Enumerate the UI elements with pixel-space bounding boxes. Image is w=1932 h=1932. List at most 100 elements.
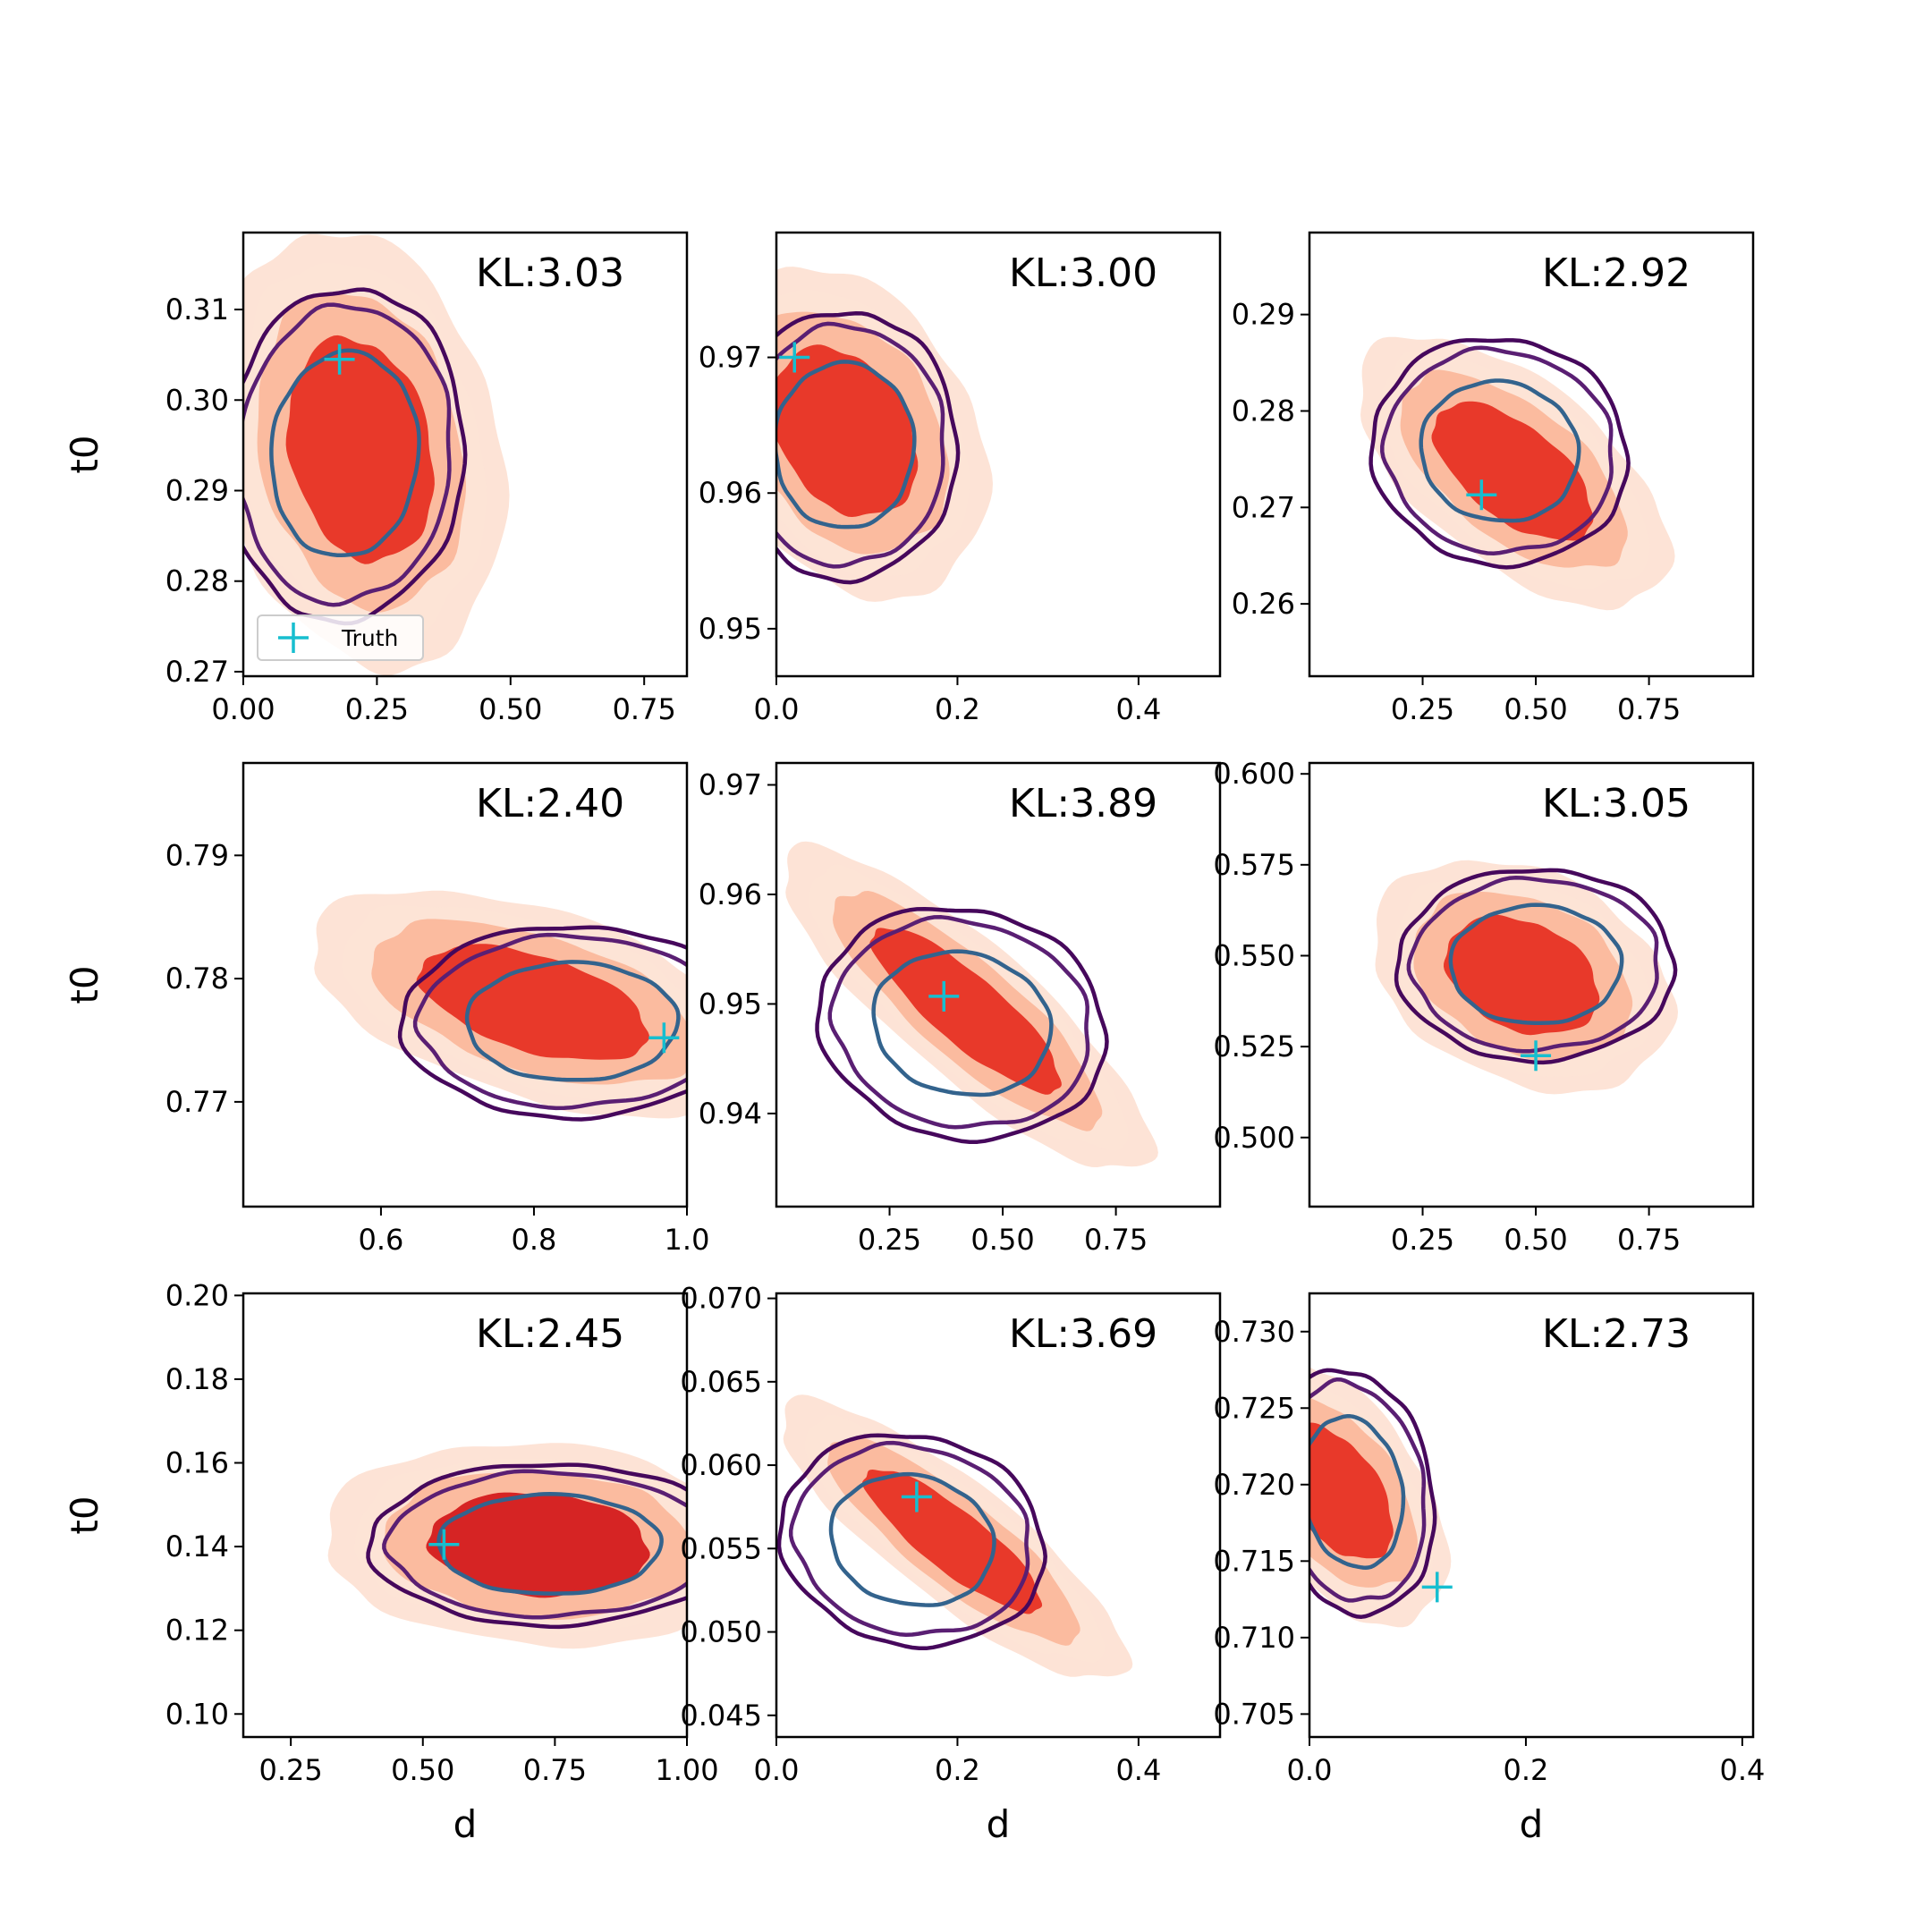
panel-1: 0.00 0.25 0.50 0.75 0.27 0.28 0.29 0.30 0.31 KL:3… xyxy=(63,231,689,726)
y-tick-label: 0.96 xyxy=(699,877,762,911)
kl-annotation: KL:3.00 xyxy=(1009,250,1157,296)
contour-line-inner xyxy=(871,949,1054,1097)
axes-frame xyxy=(242,1292,689,1739)
contour-line-inner xyxy=(828,1471,996,1607)
axes-frame xyxy=(775,231,1222,678)
x-tick-label: 0.50 xyxy=(970,1223,1034,1257)
panel-4: 0.6 0.8 1.0 0.77 0.78 0.79 KL:2.40 t0 xyxy=(63,761,710,1257)
y-tick-label: 0.27 xyxy=(1232,490,1295,524)
contour-line-inner xyxy=(1309,1413,1406,1570)
contour-line-outer xyxy=(776,310,961,585)
density-fill-level-4 xyxy=(862,1470,1043,1614)
y-tick-label: 0.720 xyxy=(1213,1468,1295,1502)
kl-annotation: KL:2.73 xyxy=(1542,1311,1690,1357)
plot-area xyxy=(776,267,993,602)
axes-frame xyxy=(1308,1292,1755,1739)
y-tick-label: 0.29 xyxy=(1232,298,1295,332)
panel-5: 0.25 0.50 0.75 0.94 0.95 0.96 0.97 KL:3.89 xyxy=(699,761,1222,1257)
x-tick-label: 0.75 xyxy=(613,692,676,726)
y-tick-label: 0.600 xyxy=(1213,757,1295,791)
contour-line-outer xyxy=(815,906,1109,1145)
kl-annotation: KL:3.03 xyxy=(476,250,624,296)
y-tick-label: 0.95 xyxy=(699,612,762,646)
y-tick-label: 0.525 xyxy=(1213,1030,1295,1063)
legend-box xyxy=(257,614,424,661)
kl-annotation: KL:2.92 xyxy=(1542,250,1690,296)
x-tick-label: 0.2 xyxy=(935,1753,980,1787)
truth-marker xyxy=(1421,1572,1453,1603)
truth-marker xyxy=(428,1529,460,1560)
density-fill-level-4 xyxy=(869,928,1062,1095)
plot-area xyxy=(314,890,687,1122)
panel-2: 0.0 0.2 0.4 0.95 0.96 0.97 KL:3.00 xyxy=(699,231,1222,726)
y-tick-label: 0.78 xyxy=(165,962,229,996)
axes-frame xyxy=(1308,231,1755,678)
x-tick-label: 0.50 xyxy=(1504,692,1567,726)
kl-annotation: KL:2.40 xyxy=(476,781,624,826)
density-fill-level-4 xyxy=(285,335,435,564)
contour-line-outer xyxy=(1394,868,1678,1065)
x-tick-label: 0.25 xyxy=(259,1753,323,1787)
y-tick-label: 0.730 xyxy=(1213,1315,1295,1349)
truth-marker xyxy=(779,342,810,373)
x-tick-label: 0.6 xyxy=(358,1223,403,1257)
plot-area xyxy=(327,1443,687,1649)
y-tick-label: 0.055 xyxy=(680,1531,762,1565)
x-tick-label: 1.0 xyxy=(665,1223,710,1257)
contour-line-middle xyxy=(827,915,1090,1130)
panel-grid: 0.00 0.25 0.50 0.75 0.27 0.28 0.29 0.30 0.31 KL:3… xyxy=(63,231,1765,1846)
contour-line-middle xyxy=(1380,345,1614,555)
x-tick-label: 0.25 xyxy=(345,692,409,726)
y-tick-label: 0.045 xyxy=(680,1699,762,1733)
y-tick-label: 0.97 xyxy=(699,341,762,375)
y-tick-label: 0.27 xyxy=(165,655,229,689)
x-tick-label: 0.4 xyxy=(1115,692,1161,726)
kl-annotation: KL:3.05 xyxy=(1542,781,1690,826)
y-tick-label: 0.95 xyxy=(699,987,762,1021)
contour-line-outer xyxy=(776,1433,1047,1651)
x-tick-label: 0.25 xyxy=(858,1223,921,1257)
x-tick-label: 0.25 xyxy=(1391,692,1454,726)
axes-frame xyxy=(775,1292,1222,1739)
plot-area xyxy=(243,233,510,676)
density-fill-level-4 xyxy=(416,944,650,1060)
axes-frame xyxy=(775,761,1222,1208)
contour-line-inner xyxy=(1448,902,1624,1025)
y-tick-label: 0.94 xyxy=(699,1097,762,1131)
contour-line-outer xyxy=(1309,1368,1437,1619)
x-tick-label: 0.8 xyxy=(512,1223,557,1257)
x-tick-label: 0.4 xyxy=(1115,1753,1161,1787)
truth-marker xyxy=(648,1022,680,1054)
y-tick-label: 0.26 xyxy=(1232,587,1295,621)
y-tick-label: 0.29 xyxy=(165,473,229,507)
y-tick-label: 0.12 xyxy=(165,1614,229,1648)
density-fill-level-4 xyxy=(1309,1422,1394,1559)
y-tick-label: 0.070 xyxy=(680,1282,762,1316)
axes-frame xyxy=(242,761,689,1208)
truth-marker xyxy=(928,980,960,1012)
y-axis-label: t0 xyxy=(63,435,106,473)
x-tick-label: 0.0 xyxy=(1287,1753,1333,1787)
y-tick-label: 0.065 xyxy=(680,1365,762,1399)
contour-line-outer xyxy=(366,1462,687,1630)
contour-line-outer xyxy=(397,925,687,1122)
plot-area xyxy=(1375,860,1678,1095)
y-tick-label: 0.14 xyxy=(165,1530,229,1563)
contour-line-middle xyxy=(243,302,452,607)
x-tick-label: 0.0 xyxy=(754,692,800,726)
contour-line-outer xyxy=(243,287,468,626)
contour-line-middle xyxy=(776,321,945,569)
y-tick-label: 0.500 xyxy=(1213,1121,1295,1155)
y-tick-label: 0.96 xyxy=(699,476,762,510)
y-tick-label: 0.28 xyxy=(1232,394,1295,428)
contour-line-inner xyxy=(269,348,421,558)
panel-3: 0.25 0.50 0.75 0.26 0.27 0.28 0.29 KL:2.92 xyxy=(1232,231,1755,726)
y-tick-label: 0.10 xyxy=(165,1697,229,1731)
panel-9: 0.0 0.2 0.4 0.705 0.710 0.715 0.720 0.725 0.730 K… xyxy=(1213,1292,1765,1846)
x-tick-label: 1.00 xyxy=(655,1753,718,1787)
legend: Truth xyxy=(257,614,424,661)
x-axis-label: d xyxy=(987,1802,1011,1846)
y-tick-label: 0.715 xyxy=(1213,1544,1295,1578)
y-tick-label: 0.16 xyxy=(165,1446,229,1480)
